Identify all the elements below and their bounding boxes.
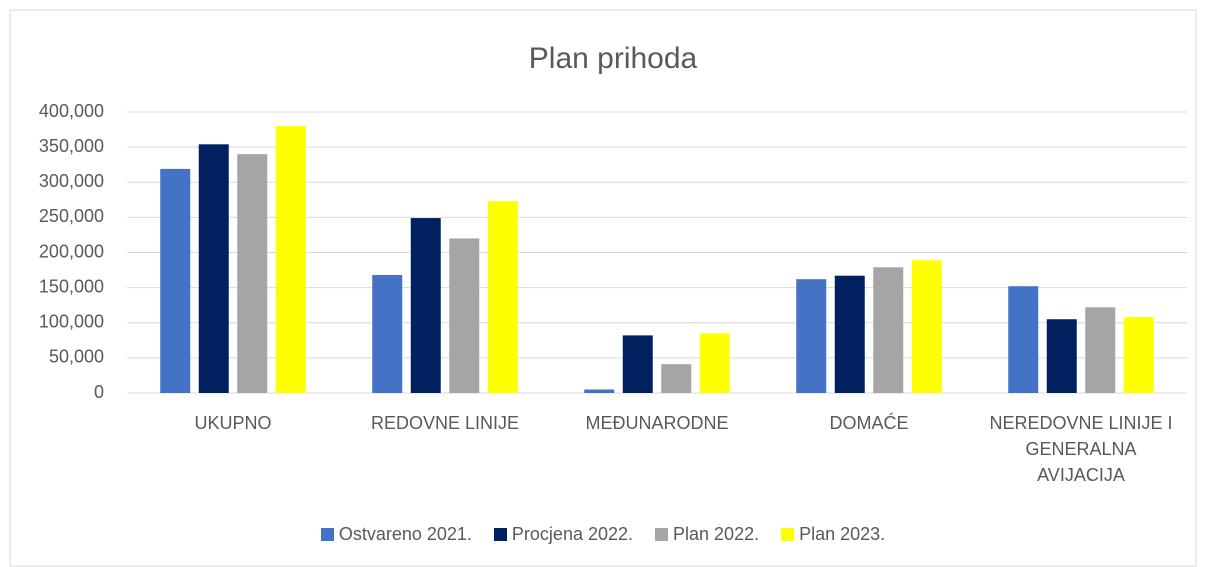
bar xyxy=(873,267,904,393)
bar xyxy=(410,218,441,393)
legend-label: Procjena 2022. xyxy=(511,524,634,544)
bar xyxy=(1046,319,1077,393)
legend-item: Ostvareno 2021. xyxy=(320,524,472,545)
chart-title: Plan prihoda xyxy=(529,42,698,75)
x-tick-label: REDOVNE LINIJE xyxy=(370,413,520,433)
bar xyxy=(699,333,730,393)
bar xyxy=(661,364,692,393)
legend-label: Plan 2023. xyxy=(799,524,886,544)
legend-swatch xyxy=(781,528,795,541)
bar xyxy=(796,279,827,393)
legend-item: Plan 2022. xyxy=(655,524,759,545)
y-tick-label: 100,000 xyxy=(39,312,104,332)
legend: Ostvareno 2021. Procjena 2022. Plan 2022. P… xyxy=(0,524,1206,545)
x-tick-label: NEREDOVNE LINIJE I GENERALNA AVIJACIJA xyxy=(989,413,1173,485)
bar xyxy=(487,201,518,393)
x-tick-label: DOMAĆE xyxy=(829,413,909,433)
x-tick-label: UKUPNO xyxy=(194,413,272,433)
y-tick-label: 350,000 xyxy=(39,136,104,156)
legend-item: Procjena 2022. xyxy=(493,524,634,545)
bar xyxy=(372,274,403,393)
bar xyxy=(449,238,480,393)
y-tick-label: 200,000 xyxy=(39,241,104,261)
bar xyxy=(275,126,306,394)
bar xyxy=(584,389,615,393)
bar xyxy=(160,168,191,393)
y-tick-label: 0 xyxy=(94,382,104,402)
y-tick-label: 400,000 xyxy=(39,101,104,121)
legend-item: Plan 2023. xyxy=(781,524,885,545)
legend-swatch xyxy=(655,528,669,541)
bar xyxy=(1085,307,1116,393)
y-tick-label: 250,000 xyxy=(39,206,104,226)
y-tick-label: 300,000 xyxy=(39,171,104,191)
legend-swatch xyxy=(493,528,507,541)
legend-label: Ostvareno 2021. xyxy=(338,524,472,544)
bar xyxy=(911,260,942,393)
y-tick-label: 150,000 xyxy=(39,276,104,296)
bar xyxy=(834,275,865,393)
bar xyxy=(1008,286,1039,393)
legend-label: Plan 2022. xyxy=(673,524,760,544)
bar xyxy=(622,335,653,393)
y-tick-label: 50,000 xyxy=(49,347,104,367)
bar xyxy=(237,154,268,393)
x-tick-label: MEĐUNARODNE xyxy=(585,413,729,433)
bar xyxy=(1123,317,1154,393)
bar xyxy=(198,144,229,393)
legend-swatch xyxy=(320,528,334,541)
